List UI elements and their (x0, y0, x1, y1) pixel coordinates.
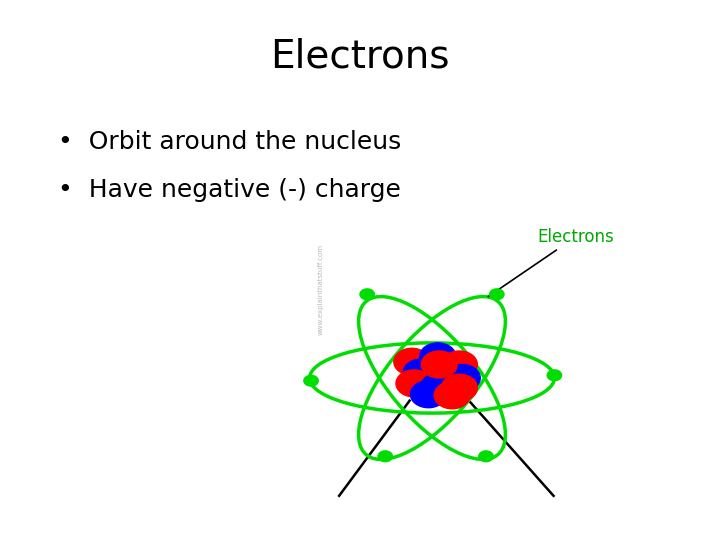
Circle shape (434, 382, 470, 409)
Text: www.explainthatstuff.com: www.explainthatstuff.com (318, 244, 323, 335)
Circle shape (360, 289, 374, 300)
Circle shape (547, 370, 562, 381)
Text: •  Orbit around the nucleus: • Orbit around the nucleus (58, 130, 401, 153)
Circle shape (403, 359, 439, 386)
Circle shape (479, 451, 493, 462)
Circle shape (441, 351, 477, 378)
Circle shape (428, 359, 464, 386)
Circle shape (304, 375, 318, 386)
Circle shape (394, 348, 430, 375)
Circle shape (421, 351, 457, 378)
Text: Electrons: Electrons (488, 228, 614, 296)
Text: •  Have negative (-) charge: • Have negative (-) charge (58, 178, 400, 202)
Circle shape (421, 373, 457, 400)
Circle shape (444, 364, 480, 391)
Text: Electrons: Electrons (270, 38, 450, 76)
Circle shape (396, 370, 432, 397)
Circle shape (420, 343, 456, 370)
Circle shape (378, 451, 392, 462)
Circle shape (490, 289, 504, 300)
Circle shape (441, 374, 477, 401)
Circle shape (410, 381, 446, 408)
